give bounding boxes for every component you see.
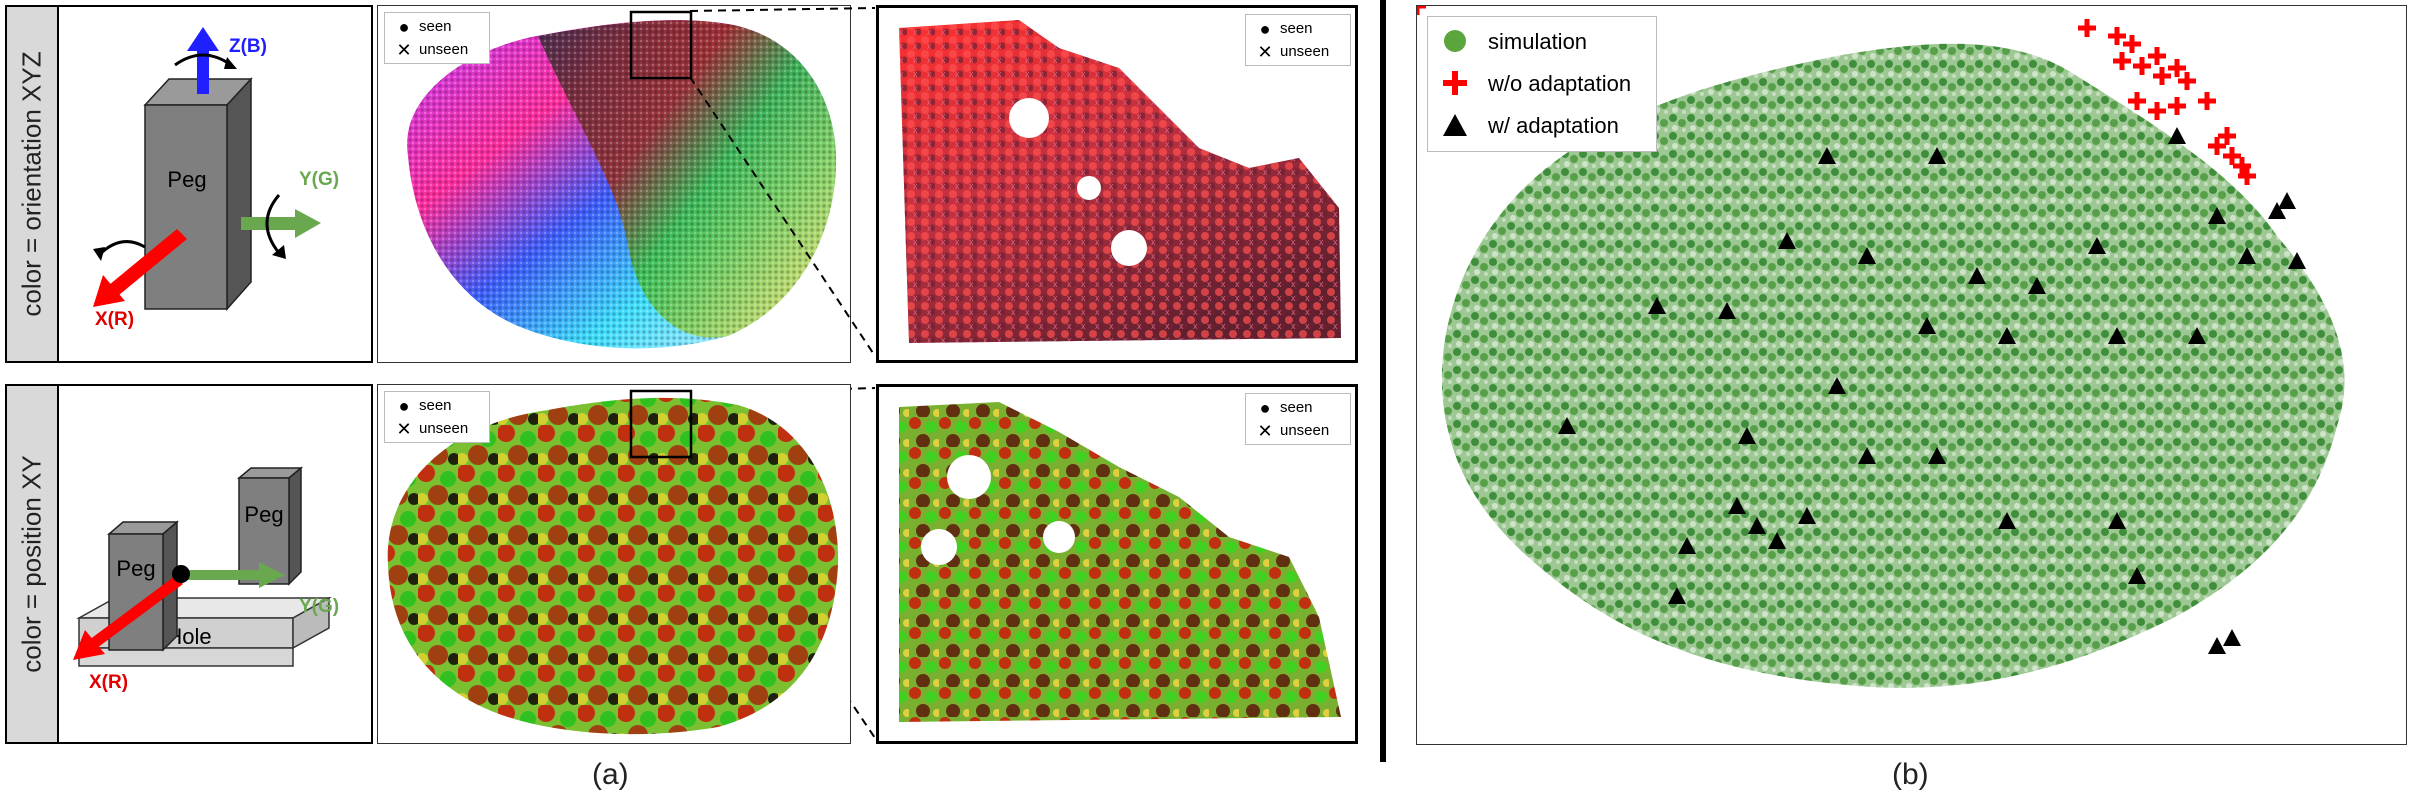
position-peg-diagram: Hole Peg Peg Y(G) X(R) xyxy=(73,466,339,693)
peg-label-back: Peg xyxy=(244,502,283,527)
position-zoom-plot: ● seen ✕ unseen xyxy=(876,384,1358,744)
seen-marker-icon: ● xyxy=(398,17,410,37)
legend-simulation-label: simulation xyxy=(1488,29,1588,54)
adaptation-scatter xyxy=(1417,6,2345,688)
simulation-marker-icon xyxy=(1444,30,1466,52)
seen-marker-icon: ● xyxy=(1259,19,1271,39)
axis-z-label: Z(B) xyxy=(229,36,267,57)
orientation-side-label: color = orientation XYZ xyxy=(7,7,59,361)
unseen-marker-icon: ✕ xyxy=(396,40,412,60)
legend-w-adaptation-label: w/ adaptation xyxy=(1488,113,1619,138)
axis-y-label: Y(G) xyxy=(299,169,339,190)
triangle-marker-icon xyxy=(1443,114,1467,136)
adaptation-tsne-plot: simulation w/o adaptation w/ adaptation xyxy=(1416,5,2407,745)
legend-unseen-label: unseen xyxy=(419,420,469,437)
panel-divider xyxy=(1380,0,1386,762)
orientation-diagram-box: color = orientation XYZ Peg Z(B) Y(G) X(… xyxy=(5,5,373,363)
adaptation-legend: simulation w/o adaptation w/ adaptation xyxy=(1427,16,1657,152)
wo-adaptation-markers xyxy=(1417,6,2256,185)
orientation-scatter xyxy=(407,10,837,349)
caption-b: (b) xyxy=(1892,758,1929,791)
legend-seen-label: seen xyxy=(419,18,452,35)
axis-x-label: X(R) xyxy=(89,672,128,693)
position-scatter xyxy=(387,389,839,735)
axis-y-label: Y(G) xyxy=(299,596,339,617)
orientation-peg-diagram: Peg Z(B) Y(G) X(R) xyxy=(93,27,339,330)
legend-unseen-label: unseen xyxy=(419,41,469,58)
legend-seen-label: seen xyxy=(1280,399,1313,416)
w-adaptation-markers xyxy=(1558,127,2306,654)
zoom-region-box xyxy=(629,389,693,459)
seen-marker-icon: ● xyxy=(398,396,410,416)
orientation-legend: ● seen ✕ unseen xyxy=(384,12,490,64)
unseen-marker-icon: ✕ xyxy=(1257,42,1273,62)
position-legend: ● seen ✕ unseen xyxy=(384,391,490,443)
legend-seen-label: seen xyxy=(419,397,452,414)
plus-marker-icon xyxy=(1443,71,1467,95)
unseen-marker-icon: ✕ xyxy=(396,419,412,439)
legend-wo-adaptation-label: w/o adaptation xyxy=(1488,71,1632,96)
position-tsne-plot: ● seen ✕ unseen xyxy=(377,384,851,744)
legend-unseen-label: unseen xyxy=(1280,422,1330,439)
caption-a: (a) xyxy=(592,758,629,791)
peg-label-front: Peg xyxy=(116,556,155,581)
seen-marker-icon: ● xyxy=(1259,398,1271,418)
orientation-zoom-legend: ● seen ✕ unseen xyxy=(1245,14,1351,66)
side-label-text: color = position XY xyxy=(16,455,47,673)
axis-x-label: X(R) xyxy=(95,309,134,330)
unseen-marker-icon: ✕ xyxy=(1257,421,1273,441)
position-zoom-scatter xyxy=(899,402,1341,722)
position-side-label: color = position XY xyxy=(7,386,59,742)
zoom-region-box xyxy=(629,10,693,80)
peg-label: Peg xyxy=(167,167,206,192)
position-zoom-legend: ● seen ✕ unseen xyxy=(1245,393,1351,445)
orientation-zoom-plot: x ● seen ✕ unseen xyxy=(876,5,1358,363)
orientation-tsne-plot: ● seen ✕ unseen xyxy=(377,5,851,363)
position-diagram-box: color = position XY Hole Peg Peg Y(G) X(… xyxy=(5,384,373,744)
legend-seen-label: seen xyxy=(1280,20,1313,37)
orientation-zoom-scatter: x xyxy=(899,20,1341,343)
legend-unseen-label: unseen xyxy=(1280,43,1330,60)
